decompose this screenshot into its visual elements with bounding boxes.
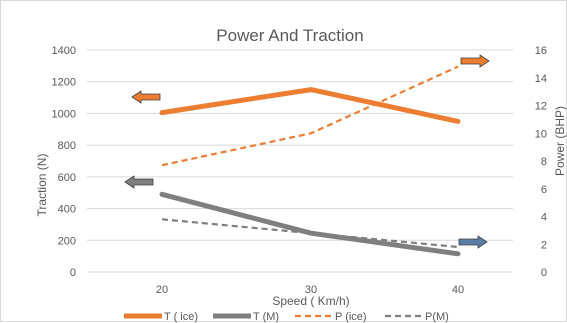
y-tick-label: 400: [58, 204, 76, 216]
y-tick-label: 1200: [52, 77, 76, 89]
y-tick-label: 1400: [52, 45, 76, 57]
y-tick-label: 600: [58, 172, 76, 184]
y2-axis-tick-labels: 0 2 4 6 8 10 12 14 16: [535, 45, 547, 279]
x-axis-tick-labels: 20 30 40: [156, 284, 464, 296]
legend-label: T ( ice): [164, 311, 198, 323]
annotation-arrow-4: [458, 235, 488, 249]
chart-title: Power And Traction: [216, 26, 363, 45]
annotation-arrow-1: [131, 90, 161, 104]
y-tick-label: 1000: [52, 108, 76, 120]
legend-label: T (M): [253, 311, 279, 323]
series-line-t-ice: [159, 87, 461, 124]
x-axis-title: Speed ( Km/h): [272, 294, 349, 308]
x-tick-label: 20: [156, 284, 168, 296]
y2-tick-label: 8: [541, 156, 547, 168]
x-tick-label: 30: [305, 284, 317, 296]
y2-tick-label: 4: [541, 212, 547, 224]
x-tick-label: 40: [452, 284, 464, 296]
y-axis-title: Traction (N): [35, 154, 49, 217]
y2-tick-label: 16: [535, 45, 547, 57]
annotation-arrows: [124, 54, 490, 249]
y2-tick-label: 6: [541, 184, 547, 196]
gridlines: [87, 49, 513, 273]
y-tick-label: 0: [70, 267, 76, 279]
legend-label: P (ice): [335, 311, 367, 323]
y-tick-label: 800: [58, 140, 76, 152]
legend: T ( ice) T (M) P (ice) P(M): [124, 311, 449, 323]
y2-axis-title: Power (BHP): [553, 106, 567, 176]
legend-label: P(M): [425, 311, 449, 323]
y2-tick-label: 2: [541, 239, 547, 251]
annotation-arrow-2: [460, 54, 490, 68]
y2-tick-label: 14: [535, 73, 547, 85]
y2-tick-label: 0: [541, 267, 547, 279]
series-lines: [159, 65, 461, 257]
series-line-p-ice: [161, 65, 459, 167]
y-axis-tick-labels: 0 200 400 600 800 1000 1200 1400: [52, 45, 76, 279]
y2-tick-label: 10: [535, 128, 547, 140]
series-line-t-m: [159, 191, 461, 257]
annotation-arrow-3: [124, 175, 154, 189]
y-tick-label: 200: [58, 235, 76, 247]
y2-tick-label: 12: [535, 101, 547, 113]
